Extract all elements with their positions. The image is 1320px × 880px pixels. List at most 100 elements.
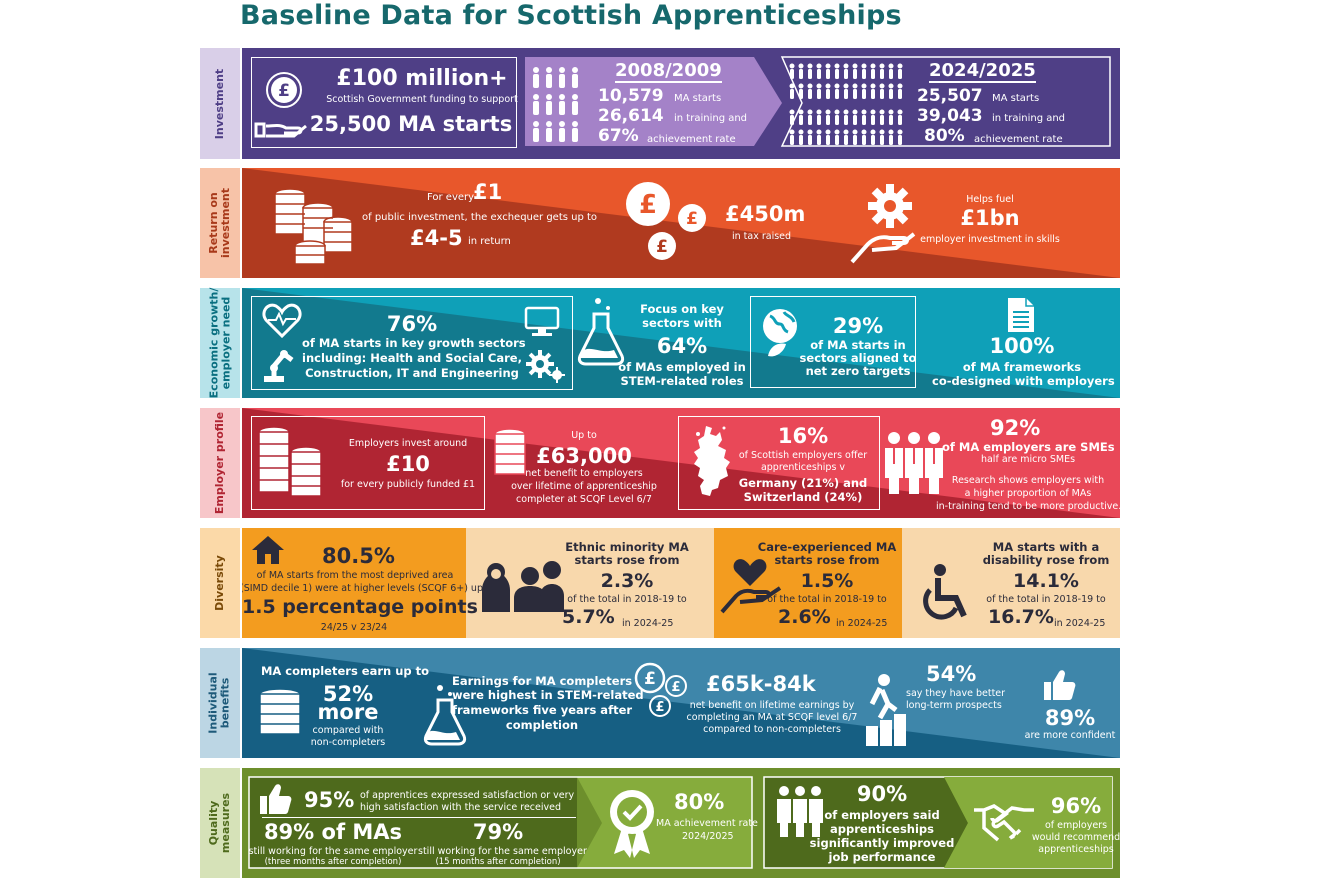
invest-box (251, 416, 485, 510)
funding-box (251, 57, 517, 148)
invest-sub: for every publicly funded £1 (340, 479, 476, 490)
funding-starts: 25,500 MA starts (309, 112, 513, 136)
business-people-icon (885, 432, 943, 494)
care-line1: Care-experienced MA (757, 540, 897, 554)
roi-row: Return on investment For every £1 of publ… (200, 168, 1120, 278)
fuel-label: Helps fuel (966, 194, 1014, 205)
ethnic-from: 2.3% (600, 570, 654, 592)
disability-line2: disability rose from (982, 553, 1110, 567)
recommend-line1: of employers (1044, 820, 1108, 831)
ach-2024: 80% (924, 126, 965, 146)
individual-band: MA completers earn up to 52% more compar… (242, 648, 1120, 758)
diversity-row: Diversity 80.5% of MA starts from the mo… (200, 528, 1120, 638)
quality-label: Quality measures (207, 792, 232, 854)
ethnic-to: 5.7% (562, 606, 615, 628)
robot-arm-icon (264, 350, 294, 382)
computer-icon (524, 306, 560, 336)
sectors-line3: Construction, IT and Engineering (305, 366, 519, 380)
document-icon (1008, 298, 1034, 332)
starts-2008: 10,579 (598, 86, 664, 106)
roi-in-return: in return (468, 236, 511, 247)
investment-band: £ £100 million+ Scottish Government fund… (242, 48, 1120, 159)
satisfaction-pct: 95% (304, 788, 355, 812)
same-employer-line1: still working for the same employer (248, 846, 418, 857)
coin-stack-icon (494, 428, 526, 475)
roi-band: For every £1 of public investment, the e… (242, 168, 1120, 278)
flask-icon (423, 685, 467, 746)
growth-sectors-box (251, 296, 573, 390)
netzero-line2: sectors aligned to (799, 351, 917, 365)
lifetime-amount: £65k-84k (706, 672, 816, 696)
stem-earn-line1: Earnings for MA completers (452, 674, 633, 688)
disability-year: in 2024-25 (1054, 618, 1106, 629)
sme-line5: in-training tend to be more productive. (936, 501, 1120, 512)
netzero-line1: of MA starts in (810, 338, 906, 352)
ach-2008: 67% (598, 126, 639, 146)
stem-earn-line4: completion (505, 718, 579, 732)
pound-coins-icon: £ £ £ (626, 182, 706, 260)
svg-text:£: £ (278, 81, 290, 101)
employer-band: Employers invest around £10 for every pu… (242, 408, 1120, 518)
individual-row: Individual benefits MA completers earn up… (200, 648, 1120, 758)
achievement-line1: MA achievement rate (656, 818, 758, 829)
scotland-line2: apprenticeships v (760, 462, 846, 473)
improved-line2: apprenticeships (830, 822, 934, 836)
svg-text:£: £ (639, 190, 657, 220)
disability-line1: MA starts with a (992, 540, 1100, 554)
sme-line4: a higher proportion of MAs (964, 488, 1092, 499)
tax-amount: £450m (725, 202, 806, 226)
sme-line1: of MA employers are SMEs (942, 440, 1115, 454)
lifetime-line3: compared to non-completers (703, 724, 841, 735)
growth-label-tab: Economic growth/employer need (200, 288, 240, 398)
gears-icon (526, 350, 565, 383)
growth-row: Economic growth/employer need 76% of MA … (200, 288, 1120, 398)
benefit-line1: net benefit to employers (525, 468, 643, 479)
sectors-line2: including: Health and Social Care, (302, 351, 522, 365)
improved-line4: job performance (828, 850, 936, 864)
care-year: in 2024-25 (836, 618, 888, 629)
prospects-pct: 54% (926, 662, 977, 686)
wheelchair-icon (923, 564, 967, 620)
scotland-box (678, 416, 880, 510)
roi-for-every: For every (427, 192, 475, 203)
funding-sub: Scottish Government funding to support (326, 94, 518, 105)
investment-label: Investment (213, 68, 226, 139)
gear-hand-icon (850, 184, 916, 264)
sme-pct: 92% (990, 416, 1041, 440)
growth-label-line2: employer need (219, 296, 232, 390)
stem-pct: 64% (656, 334, 708, 358)
individual-label-tab: Individual benefits (200, 648, 240, 758)
frameworks-line2: co-designed with employers (932, 374, 1115, 388)
benefit-upto: Up to (571, 430, 597, 441)
quality-label-line2: measures (219, 792, 232, 854)
simd-pct: 80.5% (322, 544, 395, 568)
svg-text:£: £ (656, 237, 668, 257)
sme-line2: half are micro SMEs (980, 454, 1076, 465)
heart-pulse-icon (262, 303, 302, 338)
ach-2008-label: achievement rate (647, 134, 736, 145)
diversity-band: 80.5% of MA starts from the most deprive… (242, 528, 1120, 638)
page-title: Baseline Data for Scottish Apprenticeshi… (240, 0, 902, 31)
quality-row: Quality measures 95% of apprentices expre… (200, 768, 1120, 878)
sme-line3: Research shows employers with (951, 475, 1105, 486)
focus-line2: sectors with (642, 316, 722, 330)
starts-2008-label: MA starts (674, 93, 722, 104)
starts-2024: 25,507 (917, 86, 983, 106)
employer-label-tab: Employer profile (200, 408, 240, 518)
thumbs-up-icon (1044, 670, 1076, 700)
netzero-box (750, 296, 916, 388)
ethnic-line2: starts rose from (574, 553, 680, 567)
frameworks-pct: 100% (989, 334, 1055, 358)
benefit-amount: £63,000 (536, 444, 632, 468)
improved-line3: significantly improved (809, 836, 955, 850)
care-to: 2.6% (778, 606, 831, 628)
recommend-pct: 96% (1050, 794, 1102, 818)
growth-diagonal (242, 288, 1120, 398)
simd-pp: 1.5 percentage points (242, 596, 478, 618)
person-steps-icon (866, 674, 906, 746)
svg-text:£: £ (644, 669, 656, 689)
individual-label-line2: benefits (219, 677, 233, 729)
coin-stack-icon (258, 426, 322, 497)
ethnic-year: in 2024-25 (622, 618, 674, 629)
training-2024: 39,043 (917, 106, 983, 126)
